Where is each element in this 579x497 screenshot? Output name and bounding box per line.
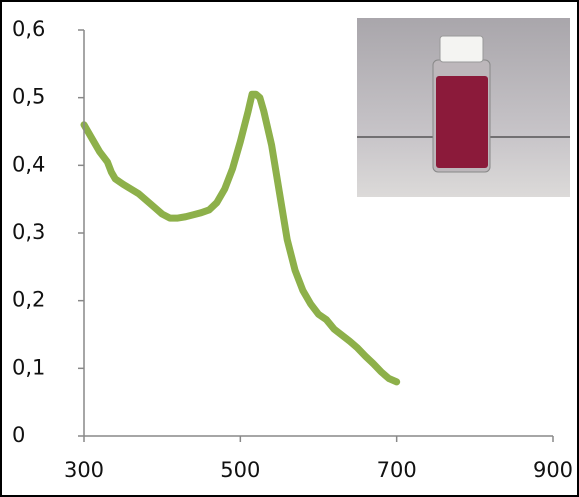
spectrum-line: [80, 90, 401, 386]
inset-photo: [357, 18, 570, 197]
y-tick-label: 0,5: [12, 85, 45, 109]
y-tick-label: 0,2: [12, 288, 45, 312]
y-tick-label: 0,4: [12, 152, 45, 176]
y-tick-label: 0,6: [12, 17, 45, 41]
x-tick-label: 700: [377, 458, 417, 482]
x-tick-label: 500: [220, 458, 260, 482]
y-tick-label: 0: [12, 423, 25, 447]
y-tick-label: 0,3: [12, 220, 45, 244]
y-tick-label: 0,1: [12, 355, 45, 379]
x-tick-label: 900: [533, 458, 573, 482]
x-tick-label: 300: [64, 458, 104, 482]
